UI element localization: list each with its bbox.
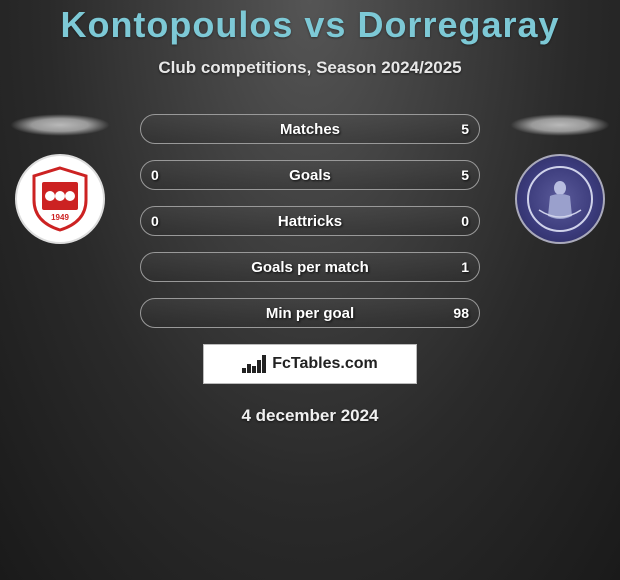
comparison-panel: 1949 Matches 5 0 Goals 5 0 Hattrick <box>0 114 620 426</box>
bar-chart-icon <box>242 355 268 373</box>
stat-left-value: 0 <box>151 167 159 183</box>
stat-right-value: 0 <box>461 213 469 229</box>
club-crest-right <box>515 154 605 244</box>
page-title: Kontopoulos vs Dorregaray <box>0 0 620 46</box>
stat-left-value: 0 <box>151 213 159 229</box>
brand-badge[interactable]: FcTables.com <box>203 344 417 384</box>
stat-label: Hattricks <box>278 213 342 230</box>
stat-row: Matches 5 <box>140 114 480 144</box>
figure-icon <box>525 164 595 234</box>
player-left-block: 1949 <box>10 114 110 244</box>
shadow-ellipse <box>10 114 110 136</box>
stat-label: Matches <box>280 121 340 138</box>
stat-row: Min per goal 98 <box>140 298 480 328</box>
stat-label: Min per goal <box>266 305 354 322</box>
stat-row: 0 Hattricks 0 <box>140 206 480 236</box>
stat-right-value: 5 <box>461 167 469 183</box>
shield-icon: 1949 <box>30 166 90 232</box>
stat-right-value: 5 <box>461 121 469 137</box>
stat-right-value: 98 <box>453 305 469 321</box>
stat-row: Goals per match 1 <box>140 252 480 282</box>
club-crest-left: 1949 <box>15 154 105 244</box>
stat-label: Goals <box>289 167 331 184</box>
shadow-ellipse <box>510 114 610 136</box>
player-right-block <box>510 114 610 244</box>
page-subtitle: Club competitions, Season 2024/2025 <box>0 58 620 78</box>
stat-label: Goals per match <box>251 259 369 276</box>
svg-text:1949: 1949 <box>51 213 69 222</box>
stat-right-value: 1 <box>461 259 469 275</box>
stat-row: 0 Goals 5 <box>140 160 480 190</box>
brand-text: FcTables.com <box>272 355 378 373</box>
date-line: 4 december 2024 <box>0 406 620 426</box>
stat-rows: Matches 5 0 Goals 5 0 Hattricks 0 Goals … <box>140 114 480 328</box>
